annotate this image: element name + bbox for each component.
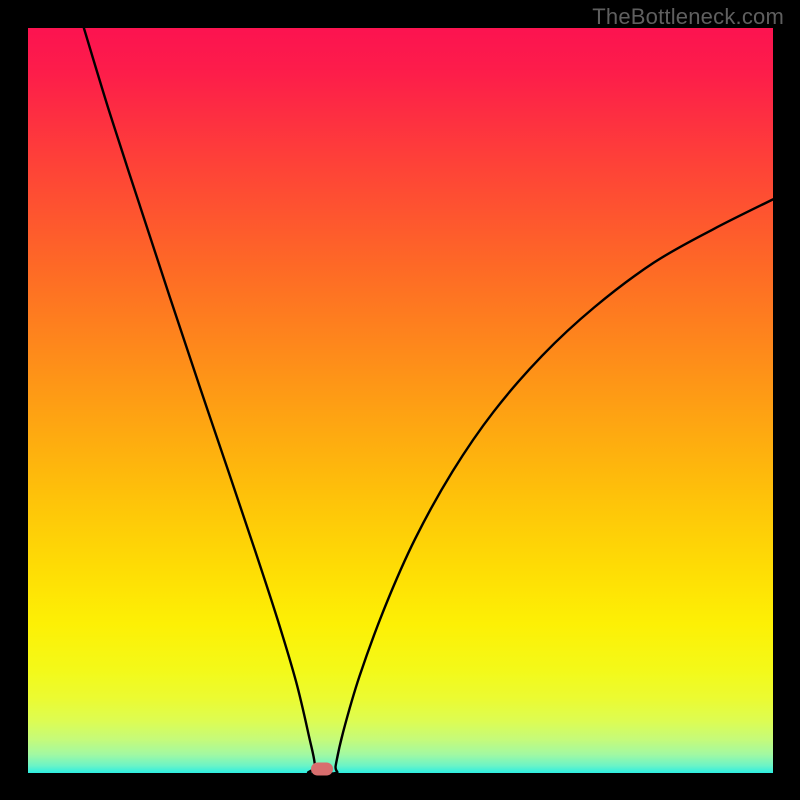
- chart-container: { "watermark": { "text": "TheBottleneck.…: [0, 0, 800, 800]
- bottleneck-curve-path: [84, 28, 773, 773]
- bottleneck-curve: [28, 28, 773, 773]
- optimum-marker: [311, 763, 333, 776]
- plot-area: [28, 28, 773, 773]
- watermark-text: TheBottleneck.com: [592, 4, 784, 30]
